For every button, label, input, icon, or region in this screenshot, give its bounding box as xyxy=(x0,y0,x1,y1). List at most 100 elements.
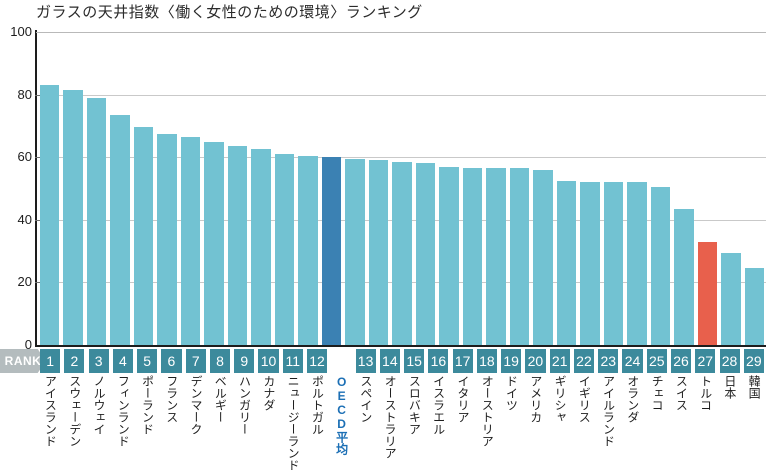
bar-slot xyxy=(38,32,61,345)
country-labels-row: アイスランド スウェーデン ノルウェイ フィンランド ポーランド フランス デンマーク ベルギ… xyxy=(38,375,766,475)
country-label-cell: オーストラリア xyxy=(378,375,402,475)
rank-cell: 4 xyxy=(111,349,135,373)
bar-slot xyxy=(578,32,601,345)
rank-cell: 21 xyxy=(548,349,572,373)
rank-cell: 10 xyxy=(256,349,280,373)
country-label-イスラエル: イスラエル xyxy=(431,375,446,435)
country-label-スウェーデン: スウェーデン xyxy=(67,375,82,447)
bar-オーストラリア xyxy=(368,160,389,345)
country-label-オランダ: オランダ xyxy=(625,375,640,423)
rank-box-29: 29 xyxy=(743,349,764,373)
rank-box-8: 8 xyxy=(209,349,231,373)
bar-オランダ xyxy=(603,182,624,345)
y-axis-line xyxy=(35,30,37,347)
bar-イタリア xyxy=(439,166,459,345)
bar-slot xyxy=(414,32,437,345)
country-label-cell: オーストリア xyxy=(475,375,499,475)
bar-slot xyxy=(249,32,272,345)
country-label-ドイツ: ドイツ xyxy=(504,375,519,411)
rank-cell: 19 xyxy=(499,349,523,373)
bar-アメリカ xyxy=(509,168,530,345)
bar-slot xyxy=(273,32,296,345)
rank-box-3: 3 xyxy=(88,349,109,373)
rank-cell xyxy=(329,349,353,373)
rank-row: RANK 1 2 3 4 5 6 7 8 9 10 11 12 13 14 15 16 17 18 19 20 21 22… xyxy=(0,349,766,373)
rank-box-23: 23 xyxy=(598,349,619,373)
country-label-cell: スロバキア xyxy=(402,375,426,475)
bar-スロバキア xyxy=(392,161,412,345)
country-label-ポーランド: ポーランド xyxy=(140,375,155,435)
bar-slot xyxy=(672,32,695,345)
x-axis-line xyxy=(36,345,766,347)
rank-cell: 24 xyxy=(620,349,644,373)
rank-cells: 1 2 3 4 5 6 7 8 9 10 11 12 13 14 15 16 17 18 19 20 21 22 23 24 2… xyxy=(38,349,766,373)
rank-cell: 23 xyxy=(596,349,620,373)
gridline-80 xyxy=(36,94,766,96)
bar-ハンガリー xyxy=(227,146,248,345)
bar-ポーランド xyxy=(133,127,154,345)
bar-slot xyxy=(61,32,84,345)
rank-box-16: 16 xyxy=(428,349,449,373)
country-label-日本: 日本 xyxy=(722,375,737,399)
y-tick-mark-20 xyxy=(35,282,42,284)
country-label-cell: トルコ xyxy=(693,375,717,475)
country-label-cell: OECD平均 xyxy=(329,375,353,475)
bar-ドイツ xyxy=(486,168,506,345)
bar-スイス xyxy=(650,186,671,345)
country-label-cell: フィンランド xyxy=(111,375,135,475)
bar-フランス xyxy=(157,133,177,345)
country-label-cell: イタリア xyxy=(451,375,475,475)
bar-slot xyxy=(484,32,507,345)
bar-slot xyxy=(743,32,766,345)
rank-cell: 5 xyxy=(135,349,159,373)
rank-box-12: 12 xyxy=(306,349,328,373)
y-tick-mark-80 xyxy=(35,94,42,96)
country-label-cell: ドイツ xyxy=(499,375,523,475)
page-title: ガラスの天井指数〈働く女性のための環境〉ランキング xyxy=(36,4,423,21)
country-label-ポルトガル: ポルトガル xyxy=(310,375,325,435)
country-label-イギリス: イギリス xyxy=(577,375,592,423)
country-label-cell: イスラエル xyxy=(426,375,450,475)
country-label-ノルウェイ: ノルウェイ xyxy=(91,375,106,435)
country-label-カナダ: カナダ xyxy=(261,375,276,411)
country-label-cell: アイスランド xyxy=(38,375,62,475)
country-label-フィンランド: フィンランド xyxy=(116,375,131,447)
country-label-cell: 日本 xyxy=(717,375,741,475)
rank-box-22: 22 xyxy=(573,349,595,373)
bar-slot xyxy=(508,32,531,345)
bar-オーストリア xyxy=(462,168,483,345)
rank-box-13: 13 xyxy=(355,349,376,373)
country-label-cell: スウェーデン xyxy=(62,375,86,475)
rank-box-17: 17 xyxy=(452,349,473,373)
country-label-cell: オランダ xyxy=(620,375,644,475)
country-label-アイルランド: アイルランド xyxy=(601,375,616,447)
bar-チェコ xyxy=(627,182,647,345)
country-label-スロバキア: スロバキア xyxy=(407,375,422,435)
country-label-チェコ: チェコ xyxy=(650,375,665,411)
bar-slot xyxy=(202,32,225,345)
bar-韓国 xyxy=(721,252,741,345)
bar-ギリシャ xyxy=(533,169,553,345)
country-label-cell: スイス xyxy=(669,375,693,475)
bar-30 xyxy=(744,268,765,345)
y-tick-label-20: 20 xyxy=(17,274,32,290)
rank-box-5: 5 xyxy=(137,349,158,373)
bar-slot xyxy=(437,32,460,345)
bar-slot xyxy=(649,32,672,345)
bar-OECD平均 xyxy=(321,157,342,345)
rank-box-6: 6 xyxy=(161,349,182,373)
rank-box-1: 1 xyxy=(40,349,61,373)
country-label-cell: スペイン xyxy=(353,375,377,475)
country-label-アメリカ: アメリカ xyxy=(528,375,543,423)
bar-slot xyxy=(85,32,108,345)
rank-box-21: 21 xyxy=(549,349,570,373)
bar-slot xyxy=(602,32,625,345)
bar-イスラエル xyxy=(415,163,436,345)
y-tick-label-60: 60 xyxy=(17,149,32,165)
bar-slot xyxy=(320,32,343,345)
country-label-cell: ギリシャ xyxy=(548,375,572,475)
bar-イギリス xyxy=(556,180,577,345)
bar-カナダ xyxy=(251,149,271,345)
y-tick-label-100: 100 xyxy=(10,24,32,39)
